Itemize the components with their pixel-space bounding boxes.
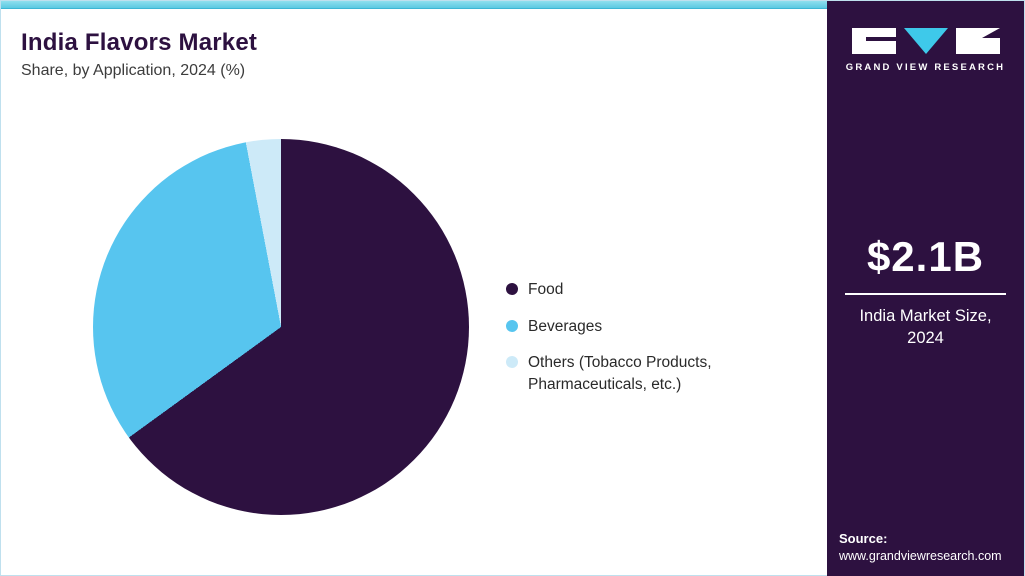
legend-item-food: Food (506, 279, 756, 301)
market-size-label: India Market Size, 2024 (845, 293, 1006, 350)
legend-swatch (506, 283, 518, 295)
gvr-logo-icon (851, 28, 1000, 54)
legend-item-others: Others (Tobacco Products, Pharmaceutical… (506, 352, 756, 395)
gvr-logo: GRAND VIEW RESEARCH (827, 27, 1024, 73)
page-subtitle: Share, by Application, 2024 (%) (21, 62, 246, 79)
legend-item-beverages: Beverages (506, 316, 756, 338)
sidebar: GRAND VIEW RESEARCH $2.1B India Market S… (827, 1, 1024, 576)
source-label: Source: (839, 531, 888, 546)
market-size-value: $2.1B (866, 233, 985, 280)
page-title: India Flavors Market (21, 29, 258, 56)
source-block: Source: www.grandviewresearch.com (839, 531, 1019, 563)
market-size-block: $2.1B India Market Size, 2024 (845, 233, 1006, 350)
top-accent-bar (1, 1, 829, 9)
chart-legend: Food Beverages Others (Tobacco Products,… (506, 279, 756, 396)
legend-swatch (506, 356, 518, 369)
pie-chart (93, 139, 469, 515)
legend-label: Food (528, 281, 564, 298)
legend-label: Beverages (528, 317, 603, 335)
chart-area: India Flavors Market Share, by Applicati… (1, 9, 829, 576)
brand-name: GRAND VIEW RESEARCH (845, 62, 1006, 73)
legend-label: Others (Tobacco Products, Pharmaceutical… (528, 354, 712, 394)
source-url-link[interactable]: www.grandviewresearch.com (839, 549, 1002, 563)
legend-swatch (506, 319, 518, 332)
